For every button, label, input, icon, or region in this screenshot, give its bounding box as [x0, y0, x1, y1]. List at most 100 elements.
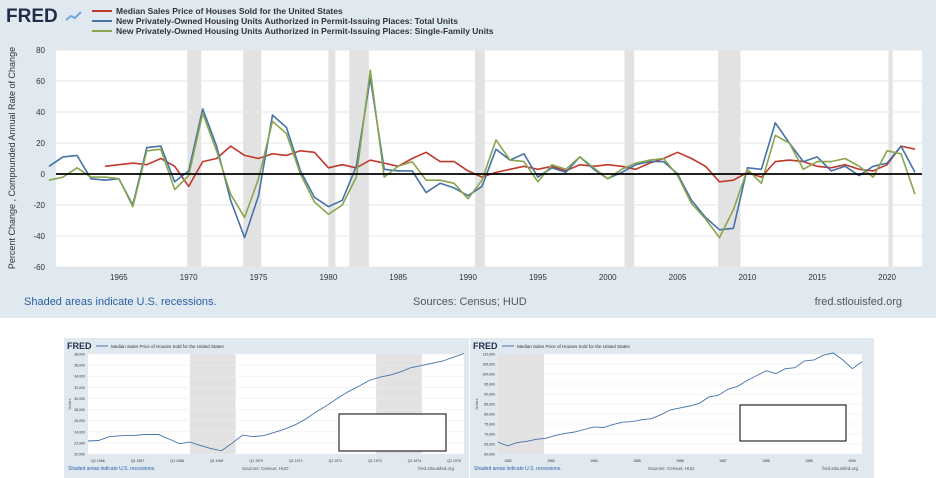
y-tick--60: -60 [33, 263, 45, 272]
sr-x-tick-4: 1986 [676, 459, 684, 463]
series-line-0 [104, 145, 916, 188]
sr-x-tick-0: 1982 [504, 459, 512, 463]
recession-band-4 [475, 50, 485, 267]
sl-y-tick-2: 24,000 [74, 430, 85, 434]
sub-right-y-label: Dollars [475, 398, 479, 409]
sub-left-x-ticks: Q1 1966 Q1 1967 Q1 1968 Q1 1969 Q1 1970 Q1 19… [91, 459, 460, 463]
sub-left-site[interactable]: fred.stlouisfed.org [418, 466, 454, 471]
sub-right-legend-label: Median Sales Price of Houses Sold for th… [517, 344, 631, 349]
sl-y-tick-7: 34,000 [74, 375, 85, 379]
sr-x-tick-1: 1983 [547, 459, 555, 463]
sr-x-tick-6: 1988 [762, 459, 770, 463]
sub-left-redaction-box [338, 413, 447, 452]
sub-right-logo[interactable]: FRED [473, 341, 498, 351]
series-line-2 [48, 69, 916, 239]
x-tick-1995: 1995 [529, 273, 547, 282]
sub-right-site[interactable]: fred.stlouisfed.org [822, 466, 858, 471]
y-tick-40: 40 [36, 108, 45, 117]
sr-y-tick-6: 90,000 [484, 393, 495, 397]
x-tick-1975: 1975 [250, 273, 268, 282]
recession-band-0 [187, 50, 202, 267]
series-lines [48, 69, 916, 239]
recession-band-2 [328, 50, 336, 267]
sub-chart-right-panel: FRED Median Sales Price of Houses Sold f… [470, 338, 874, 478]
x-tick-1980: 1980 [319, 273, 337, 282]
sl-x-tick-8: Q1 1974 [408, 459, 421, 463]
sl-y-tick-4: 28,000 [74, 408, 85, 412]
sub-chart-left-svg: FRED Median Sales Price of Houses Sold f… [67, 341, 465, 472]
legend-label-2: New Privately-Owned Housing Units Author… [116, 26, 494, 36]
sl-x-tick-0: Q1 1966 [91, 459, 104, 463]
sub-right-sources: Sources: Census; HUD [648, 466, 695, 471]
sr-x-tick-7: 1989 [805, 459, 813, 463]
y-tick-80: 80 [36, 46, 45, 55]
x-tick-2000: 2000 [599, 273, 617, 282]
sub-left-sources: Sources: Census; HUD [242, 466, 289, 471]
legend-label-1: New Privately-Owned Housing Units Author… [116, 16, 458, 26]
sub-right-gridlines [498, 353, 862, 455]
sub-left-y-ticks: 20,000 22,000 24,000 26,000 28,000 30,000 32,0… [74, 353, 85, 457]
fred-logo[interactable]: FRED [6, 6, 82, 27]
main-legend: Median Sales Price of Houses Sold for th… [92, 6, 494, 36]
recession-band-6 [718, 50, 741, 267]
sl-x-tick-1: Q1 1967 [131, 459, 144, 463]
x-tick-1990: 1990 [459, 273, 477, 282]
sr-x-tick-2: 1984 [590, 459, 598, 463]
y-tick-labels: -60 -40 -20 0 20 40 60 80 [33, 46, 45, 272]
sl-y-tick-0: 20,000 [74, 453, 85, 457]
sub-right-y-ticks: 60,000 65,000 70,000 75,000 80,000 85,000 90,0… [482, 353, 495, 457]
sr-x-tick-5: 1987 [719, 459, 727, 463]
fred-logo-text: FRED [6, 6, 58, 27]
sr-y-tick-7: 95,000 [484, 383, 495, 387]
sr-y-tick-1: 65,000 [484, 443, 495, 447]
sub-right-series [497, 352, 863, 447]
sub-left-series [87, 353, 465, 452]
y-tick-60: 60 [36, 77, 45, 86]
sl-x-tick-7: Q1 1973 [368, 459, 381, 463]
sub-left-y-label: Dollars [68, 398, 72, 409]
sl-y-tick-1: 22,000 [74, 441, 85, 445]
y-axis-label: Percent Change , Compounded Annual Rate … [7, 47, 17, 269]
y-tick--20: -20 [33, 201, 45, 210]
y-tick-0: 0 [41, 170, 46, 179]
y-tick--40: -40 [33, 232, 45, 241]
sr-y-tick-2: 70,000 [484, 433, 495, 437]
sr-y-tick-5: 85,000 [484, 403, 495, 407]
y-tick-20: 20 [36, 139, 45, 148]
sl-y-tick-6: 32,000 [74, 386, 85, 390]
sl-y-tick-8: 36,000 [74, 364, 85, 368]
sl-y-tick-3: 26,000 [74, 419, 85, 423]
sub-left-logo[interactable]: FRED [67, 341, 92, 351]
sr-y-tick-0: 60,000 [484, 453, 495, 457]
sources-note: Sources: Census; HUD [413, 296, 527, 308]
sr-x-tick-8: 1990 [848, 459, 856, 463]
sl-x-tick-6: Q1 1972 [329, 459, 342, 463]
x-tick-2020: 2020 [878, 273, 896, 282]
sr-y-tick-3: 75,000 [484, 423, 495, 427]
sl-x-tick-2: Q1 1968 [170, 459, 183, 463]
series-line-1 [48, 77, 916, 239]
sr-y-tick-8: 100,000 [482, 373, 495, 377]
x-tick-1985: 1985 [389, 273, 407, 282]
sl-x-tick-3: Q1 1969 [210, 459, 223, 463]
fred-logo-icon [65, 11, 82, 21]
recession-band-1 [243, 50, 262, 267]
x-tick-labels: 1965 1970 1975 1980 1985 1990 1995 2000 2005 2010… [110, 273, 897, 282]
x-tick-1965: 1965 [110, 273, 128, 282]
sr-series-line [497, 352, 863, 447]
x-tick-2005: 2005 [669, 273, 687, 282]
x-tick-1970: 1970 [180, 273, 198, 282]
sub-right-recession-note: Shaded areas indicate U.S. recessions. [474, 466, 562, 472]
sl-x-tick-4: Q1 1970 [250, 459, 263, 463]
sl-series-line [87, 353, 465, 452]
sr-y-tick-10: 110,000 [483, 353, 495, 357]
sub-left-legend-label: Median Sales Price of Houses Sold for th… [111, 344, 225, 349]
recession-note: Shaded areas indicate U.S. recessions. [24, 296, 217, 308]
sub-right-redaction-box [739, 404, 847, 442]
site-link[interactable]: fred.stlouisfed.org [815, 296, 902, 308]
sl-y-tick-5: 30,000 [74, 397, 85, 401]
main-chart-svg: FRED Median Sales Price of Houses Sold f… [6, 6, 922, 308]
recession-band-5 [624, 50, 635, 267]
sr-y-tick-9: 105,000 [482, 363, 495, 367]
x-tick-2010: 2010 [739, 273, 757, 282]
